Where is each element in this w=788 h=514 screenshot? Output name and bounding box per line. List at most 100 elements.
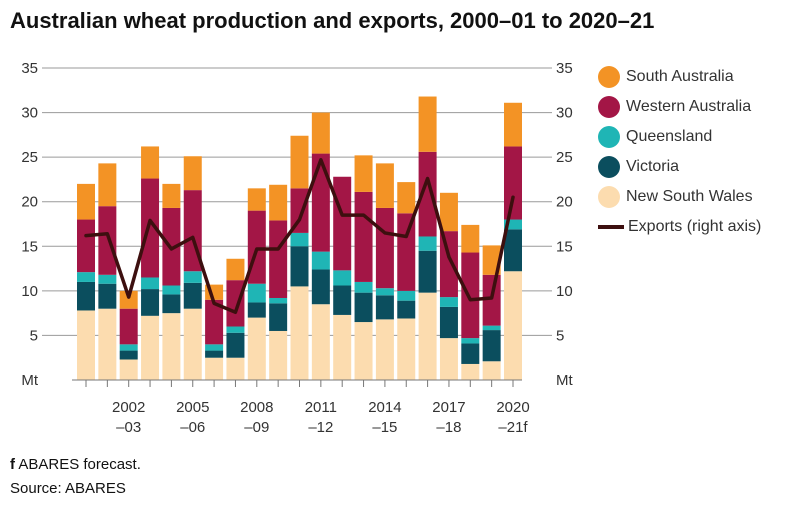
bar-segment-queensland [205, 344, 224, 351]
bar-segment-victoria [162, 294, 181, 314]
legend-item: Western Australia [598, 92, 761, 122]
bar-segment-new-south-wales [205, 357, 224, 380]
x-tick-label-sub: –09 [244, 419, 269, 436]
legend-item: Victoria [598, 152, 761, 182]
legend-dot-swatch [598, 126, 620, 148]
bar-segment-western-australia [290, 188, 309, 233]
bar-segment-western-australia [354, 191, 373, 282]
bar-segment-south-australia [311, 112, 330, 154]
bar-segment-western-australia [461, 252, 480, 339]
y-tick-left: 15 [21, 238, 38, 255]
x-tick-label: 2017 [432, 399, 465, 416]
legend-item: Exports (right axis) [598, 212, 761, 242]
bar-segment-queensland [141, 277, 160, 290]
legend-item: New South Wales [598, 182, 761, 212]
bar-segment-south-australia [141, 146, 160, 179]
bar-segment-victoria [119, 350, 138, 360]
bar-segment-western-australia [375, 207, 394, 289]
bar-segment-south-australia [439, 192, 458, 232]
bar-segment-victoria [205, 350, 224, 358]
bar-segment-new-south-wales [461, 363, 480, 380]
x-tick-label: 2005 [176, 399, 209, 416]
footnote-marker: f [10, 456, 15, 473]
bar-segment-new-south-wales [183, 308, 202, 380]
x-tick-label-sub: –21f [498, 419, 528, 436]
legend-label: Queensland [626, 128, 713, 145]
bar-segment-victoria [269, 303, 288, 331]
bar-segment-western-australia [205, 299, 224, 345]
bar-segment-western-australia [141, 178, 160, 278]
x-tick-label-sub: –15 [372, 419, 397, 436]
bar-segment-new-south-wales [482, 361, 501, 380]
bar-segment-victoria [141, 289, 160, 316]
bar-segment-western-australia [504, 146, 522, 220]
bar-segment-south-australia [247, 188, 266, 211]
bar-segment-western-australia [418, 151, 437, 237]
bar-segment-queensland [333, 270, 352, 286]
bar-segment-new-south-wales [247, 317, 266, 380]
bar-segment-south-australia [119, 290, 138, 309]
x-tick-label: 2008 [240, 399, 273, 416]
bar-segment-queensland [482, 325, 501, 331]
bar-segment-queensland [461, 338, 480, 344]
legend-dot-swatch [598, 96, 620, 118]
bar-segment-western-australia [439, 231, 458, 298]
bar-segment-new-south-wales [119, 359, 138, 380]
bar-segment-western-australia [269, 220, 288, 298]
bar-segment-queensland [247, 283, 266, 303]
y-tick-left: 30 [21, 105, 38, 122]
x-tick-label-sub: –06 [180, 419, 205, 436]
bar-segment-victoria [247, 302, 266, 318]
forecast-footnote: f ABARES forecast. [10, 456, 141, 473]
bar-segment-western-australia [226, 280, 245, 327]
bar-segment-western-australia [311, 153, 330, 252]
bar-segment-new-south-wales [162, 313, 181, 380]
x-tick-label: 2014 [368, 399, 401, 416]
bar-segment-south-australia [98, 163, 117, 207]
bar-segment-queensland [354, 281, 373, 293]
legend-label: Western Australia [626, 98, 752, 115]
bar-segment-western-australia [333, 176, 352, 271]
bar-segment-new-south-wales [354, 322, 373, 380]
legend-dot-swatch [598, 186, 620, 208]
footnote-text: ABARES forecast. [18, 456, 141, 473]
y-tick-left: 35 [21, 60, 38, 77]
bar-segment-south-australia [375, 163, 394, 208]
bar-segment-queensland [418, 236, 437, 251]
x-tick-label-sub: –12 [308, 419, 333, 436]
y-tick-right: 15 [556, 238, 573, 255]
bar-segment-new-south-wales [311, 304, 330, 380]
bar-segment-victoria [311, 269, 330, 305]
bar-segment-victoria [461, 343, 480, 364]
bar-segment-new-south-wales [504, 271, 522, 380]
chart-title: Australian wheat production and exports,… [10, 8, 655, 33]
bar-segment-western-australia [77, 219, 95, 273]
x-tick-label-sub: –18 [436, 419, 461, 436]
y-tick-right: 20 [556, 194, 573, 211]
bar-segment-victoria [290, 246, 309, 287]
y-tick-right: 35 [556, 60, 573, 77]
bar-segment-new-south-wales [290, 286, 309, 380]
bar-segment-western-australia [397, 213, 416, 291]
legend-dot-swatch [598, 66, 620, 88]
x-tick-label: 2002 [112, 399, 145, 416]
bar-segment-western-australia [119, 308, 138, 345]
bar-segment-victoria [226, 332, 245, 358]
bar-segment-queensland [311, 251, 330, 270]
bar-segment-new-south-wales [333, 314, 352, 380]
bar-segment-victoria [98, 283, 117, 309]
bar-segment-queensland [439, 297, 458, 307]
legend-line-swatch [598, 225, 624, 229]
bar-segment-new-south-wales [98, 308, 117, 380]
y-tick-left: 20 [21, 194, 38, 211]
x-tick-label-sub: –03 [116, 419, 141, 436]
bar-segment-queensland [290, 232, 309, 247]
legend-dot-swatch [598, 156, 620, 178]
bar-segment-western-australia [482, 274, 501, 326]
bar-segment-south-australia [418, 96, 437, 152]
y-tick-left: 25 [21, 149, 38, 166]
x-tick-label: 2011 [305, 399, 337, 416]
bar-segment-south-australia [162, 183, 181, 208]
bar-segment-queensland [504, 219, 522, 230]
